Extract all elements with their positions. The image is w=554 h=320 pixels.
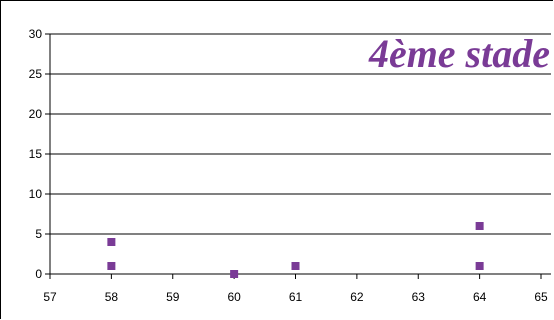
y-tick-label: 15 (29, 147, 43, 161)
data-point (230, 270, 239, 278)
data-point (475, 262, 484, 270)
y-tick-label: 5 (35, 227, 42, 241)
axes (45, 33, 551, 279)
data-points (107, 222, 484, 278)
x-tick-label: 58 (105, 290, 119, 304)
x-tick-label: 61 (289, 290, 303, 304)
y-tick-label: 25 (29, 67, 43, 81)
x-tick-label: 59 (166, 290, 180, 304)
data-point (475, 222, 484, 230)
x-tick-label: 60 (227, 290, 241, 304)
data-point (107, 238, 116, 246)
y-tick-label: 20 (29, 107, 43, 121)
grid-lines (50, 33, 551, 235)
data-point (107, 262, 116, 270)
y-tick-label: 30 (29, 27, 43, 41)
y-tick-label: 0 (35, 267, 42, 281)
y-tick-label: 10 (29, 187, 43, 201)
x-tick-label: 63 (412, 290, 426, 304)
data-point (291, 262, 300, 270)
x-tick-label: 57 (43, 290, 57, 304)
y-tick-labels: 0 5 10 15 20 25 30 (29, 27, 43, 281)
x-tick-label: 65 (534, 290, 548, 304)
x-tick-labels: 57 58 59 60 61 62 63 64 65 (43, 290, 548, 304)
chart-title: 4ème stade (368, 31, 550, 76)
x-tick-label: 64 (473, 290, 487, 304)
x-tick-label: 62 (350, 290, 364, 304)
